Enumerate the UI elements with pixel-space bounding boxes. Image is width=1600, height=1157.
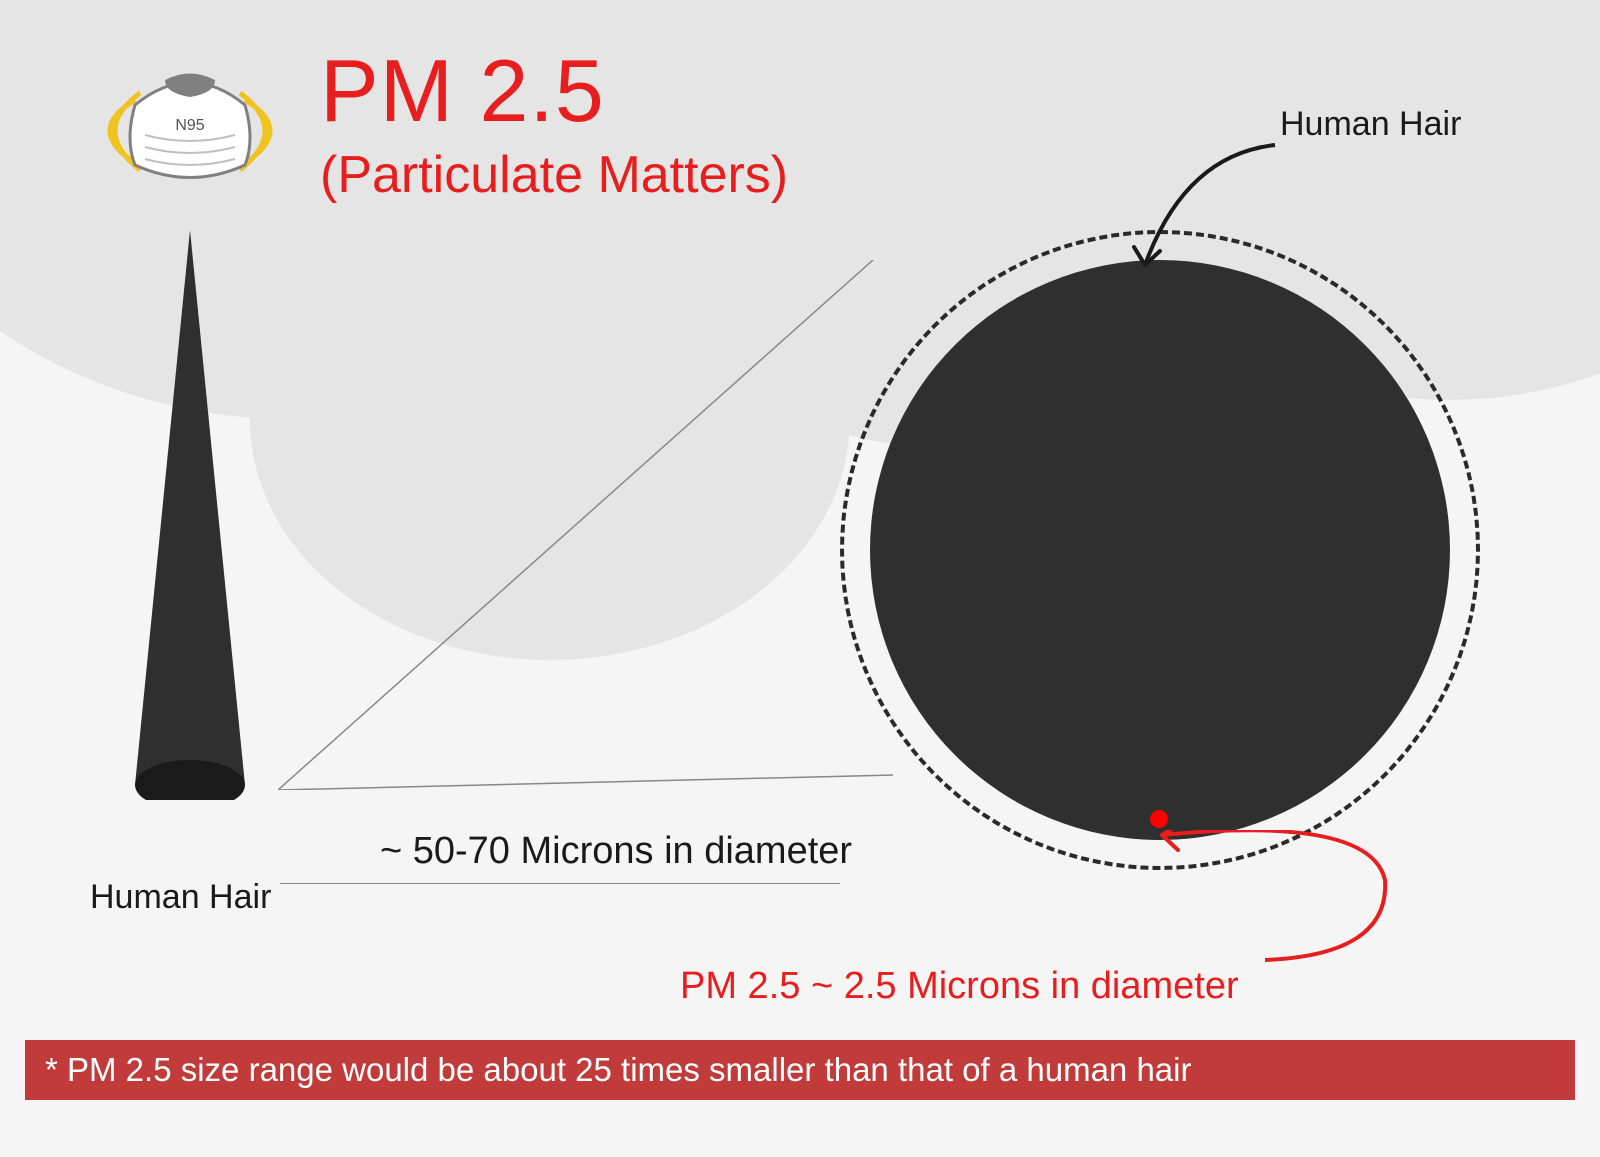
footer-text: * PM 2.5 size range would be about 25 ti…	[45, 1051, 1191, 1089]
hair-arrow	[1130, 135, 1300, 285]
zoom-guide-lines	[278, 260, 893, 790]
hair-label-left: Human Hair	[90, 878, 271, 917]
subtitle: (Particulate Matters)	[320, 145, 788, 205]
hair-strand-icon	[130, 230, 250, 800]
pm25-particle-dot	[1150, 810, 1168, 828]
mask-label: N95	[175, 117, 204, 134]
main-title: PM 2.5	[320, 40, 605, 142]
n95-mask-icon: N95	[90, 55, 290, 205]
footer-note: * PM 2.5 size range would be about 25 ti…	[25, 1040, 1575, 1100]
infographic-canvas: PM 2.5 (Particulate Matters) N95 Human H…	[0, 0, 1600, 1157]
hair-diameter-label: ~ 50-70 Microns in diameter	[380, 830, 852, 873]
hair-label-right: Human Hair	[1280, 105, 1461, 144]
underline	[280, 883, 840, 884]
pm25-diameter-label: PM 2.5 ~ 2.5 Microns in diameter	[680, 965, 1239, 1008]
hair-cross-section	[870, 260, 1450, 840]
